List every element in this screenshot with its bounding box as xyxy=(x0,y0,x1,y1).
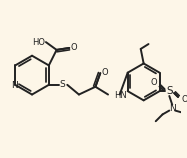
Text: O: O xyxy=(182,95,187,104)
Text: S: S xyxy=(59,80,65,89)
Text: O: O xyxy=(71,43,77,52)
Text: N: N xyxy=(11,81,18,90)
Text: O: O xyxy=(102,68,108,77)
Text: O: O xyxy=(151,78,157,87)
Text: HN: HN xyxy=(114,91,127,100)
Text: N: N xyxy=(169,104,176,113)
Text: S: S xyxy=(166,86,173,96)
Text: HO: HO xyxy=(32,38,45,47)
